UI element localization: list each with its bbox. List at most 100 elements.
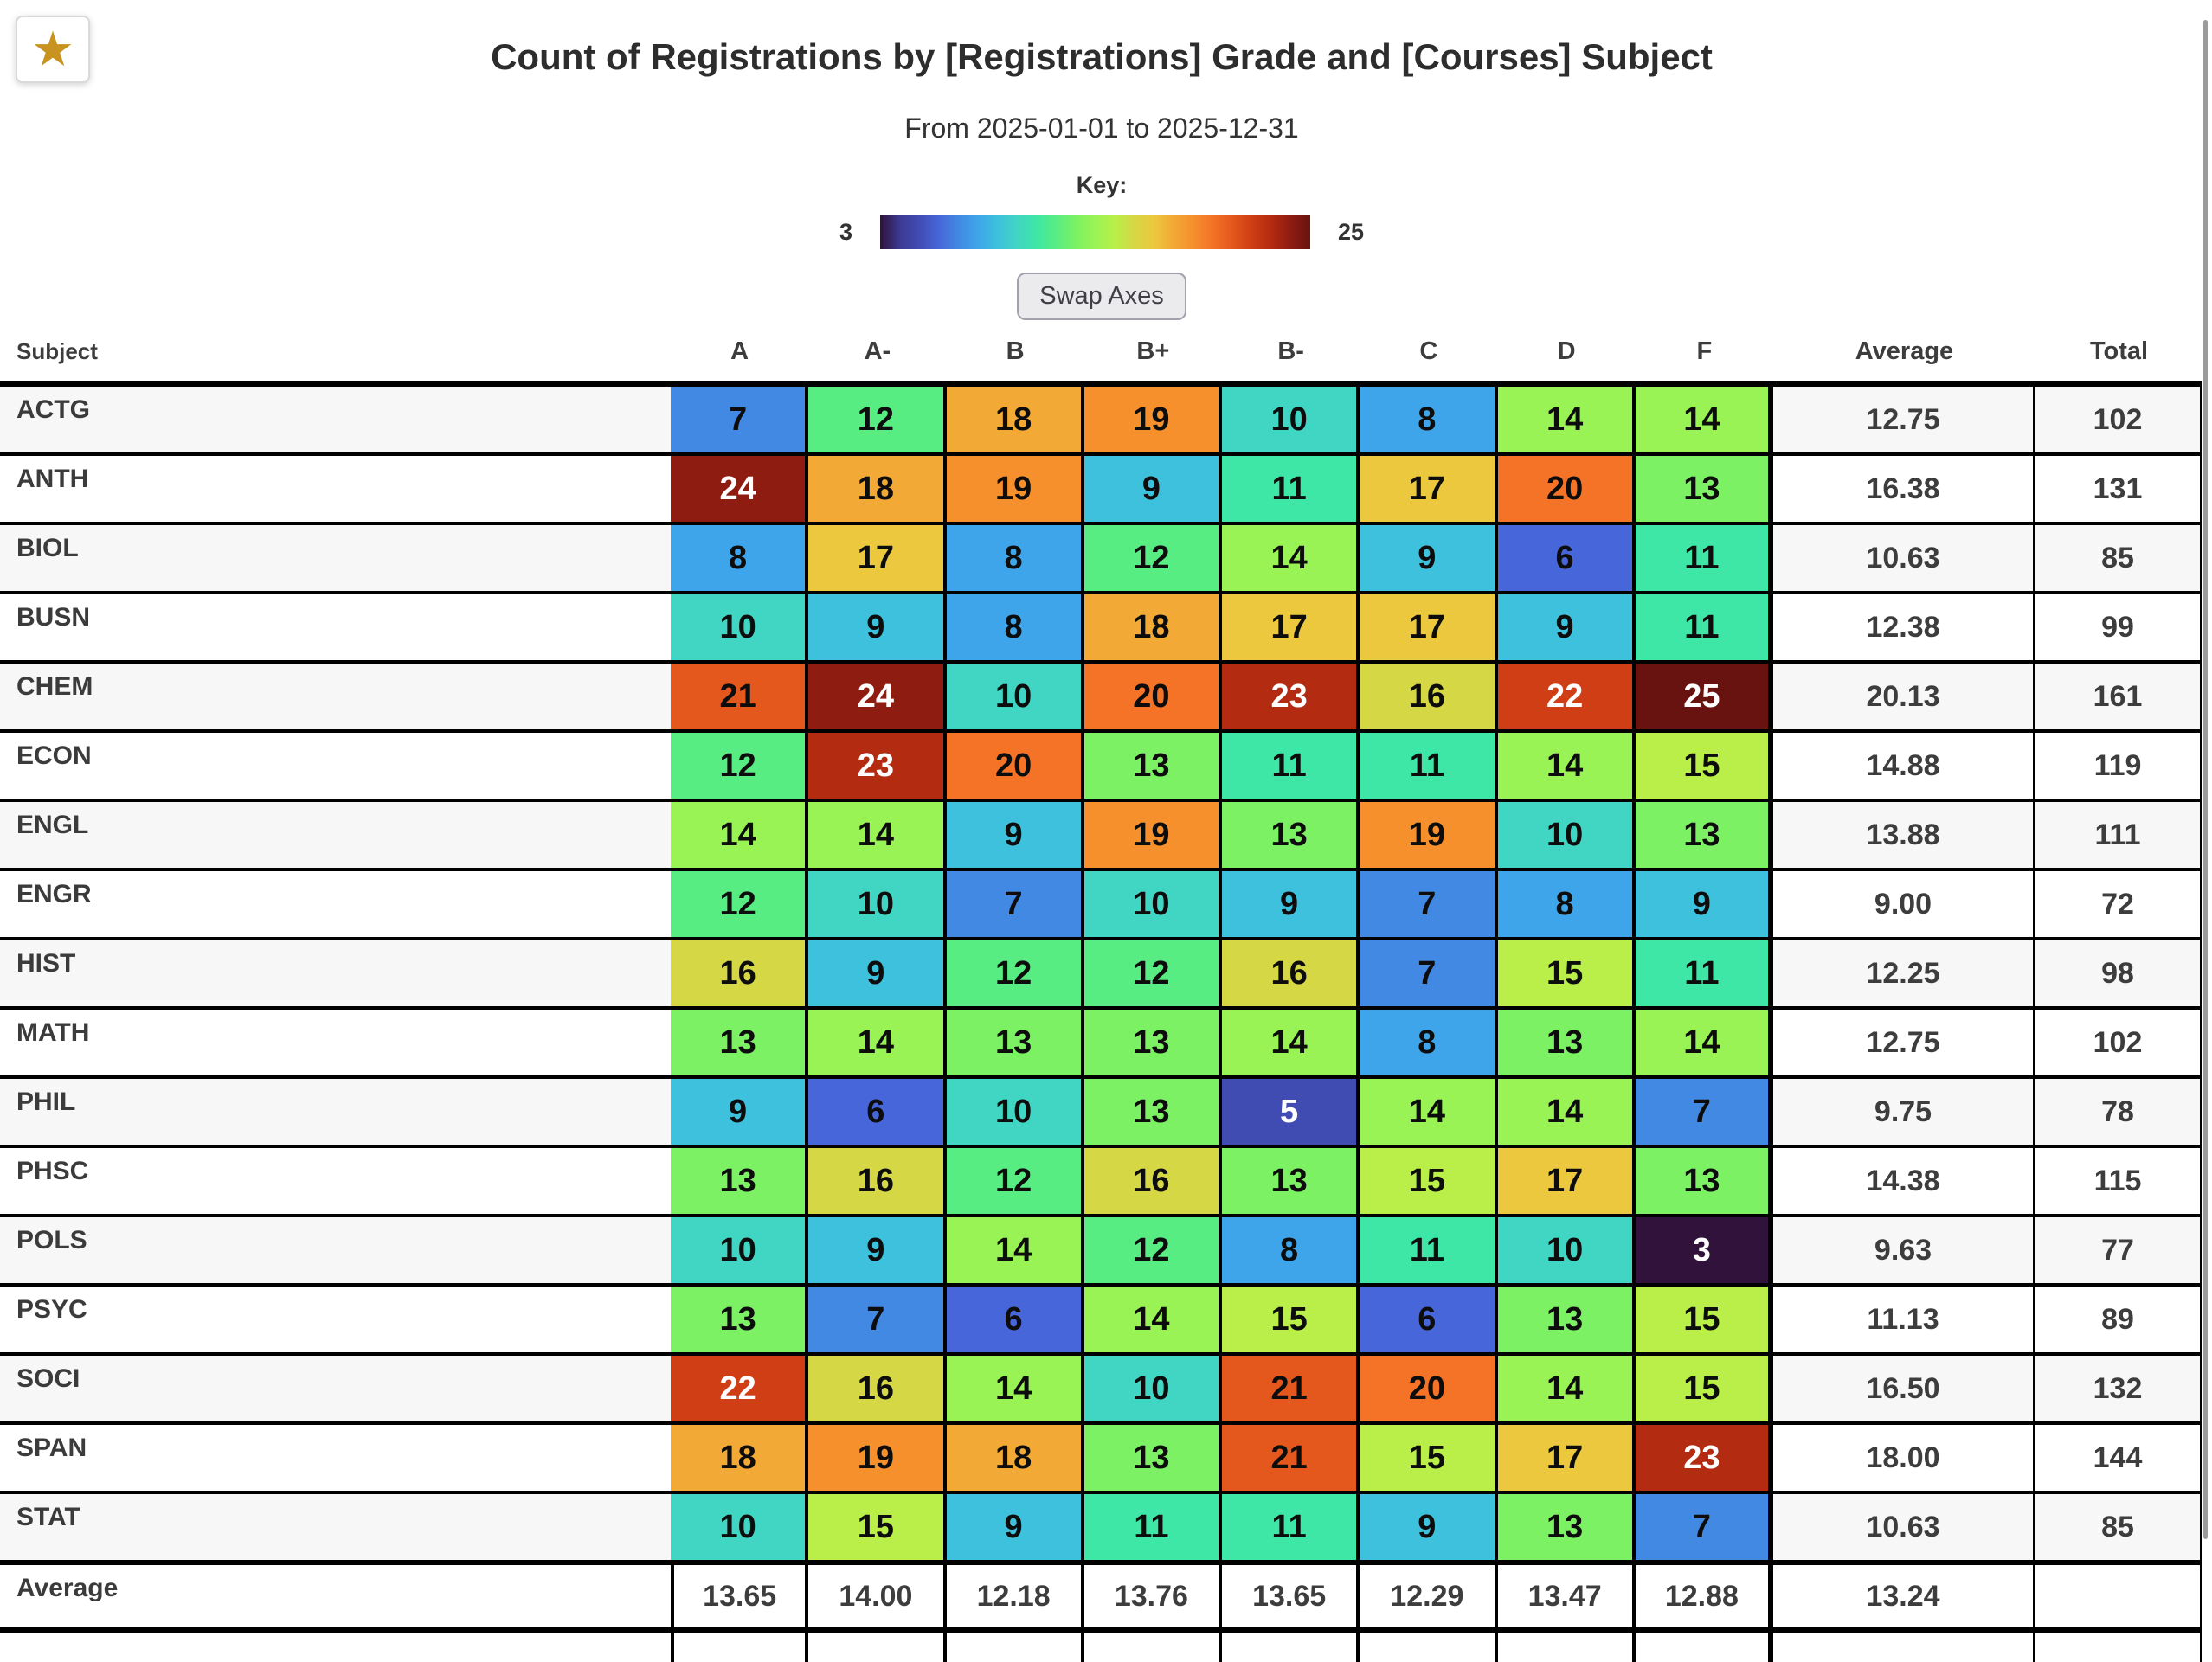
value-cell: 10 xyxy=(1497,802,1636,868)
swap-axes-button[interactable]: Swap Axes xyxy=(1017,273,1186,320)
value-cell: 20 xyxy=(1360,1356,1498,1421)
value-cell: 16 xyxy=(1222,940,1360,1006)
value-cell: 13 xyxy=(671,1010,809,1075)
value-cell: 12 xyxy=(1083,1217,1222,1283)
value-cell: 14 xyxy=(1497,1356,1636,1421)
value-cell: 13 xyxy=(1222,802,1360,868)
value-cell: 14 xyxy=(946,1217,1084,1283)
value-cell: 14 xyxy=(1497,387,1636,452)
value-cell: 14 xyxy=(671,802,809,868)
value-cell: 13 xyxy=(1635,802,1773,868)
value-cell: 18 xyxy=(808,456,947,522)
value-cell: 9 xyxy=(808,594,947,660)
value-cell: 14 xyxy=(1083,1287,1222,1352)
value-cell: 19 xyxy=(808,1425,947,1491)
table-row-ECON: ECON 12 23 20 13 11 11 14 15 14.88 119 xyxy=(0,729,2202,799)
value-cell: 8 xyxy=(671,525,809,591)
value-cell: 6 xyxy=(1497,525,1636,591)
subject-cell: SOCI xyxy=(16,1364,80,1393)
table-row-POLS: POLS 10 9 14 12 8 11 10 3 9.63 77 xyxy=(0,1214,2202,1283)
subject-cell: ENGL xyxy=(16,811,89,839)
page-title: Count of Registrations by [Registrations… xyxy=(491,36,1713,77)
value-cell: 11 xyxy=(1083,1494,1222,1560)
value-cell: 13 xyxy=(1497,1010,1636,1075)
total-cell: 131 xyxy=(2035,456,2202,522)
value-cell: 10 xyxy=(946,1079,1084,1145)
subject-cell: HIST xyxy=(16,949,76,978)
average-cell: 10.63 xyxy=(1773,525,2035,591)
subject-cell: ENGR xyxy=(16,880,92,908)
value-cell: 8 xyxy=(1497,871,1636,937)
value-cell: 9 xyxy=(1497,594,1636,660)
footer-value-cell: 13.47 xyxy=(1497,1565,1636,1627)
average-cell: 9.00 xyxy=(1773,871,2035,937)
column-header-grade-A: A xyxy=(730,337,749,365)
table-row-BIOL: BIOL 8 17 8 12 14 9 6 11 10.63 85 xyxy=(0,522,2202,591)
value-cell: 14 xyxy=(808,802,947,868)
total-cell: 161 xyxy=(2035,664,2202,729)
value-cell: 10 xyxy=(1083,1356,1222,1421)
total-cell: 132 xyxy=(2035,1356,2202,1421)
column-header-grade-B-: B- xyxy=(1277,337,1304,365)
value-cell: 9 xyxy=(1083,456,1222,522)
value-cell: 25 xyxy=(1635,664,1773,729)
subject-cell: MATH xyxy=(16,1018,90,1047)
key-min-value: 3 xyxy=(839,218,852,245)
average-cell: 12.75 xyxy=(1773,1010,2035,1075)
value-cell: 10 xyxy=(671,594,809,660)
value-cell: 15 xyxy=(1222,1287,1360,1352)
value-cell: 13 xyxy=(1497,1494,1636,1560)
value-cell: 14 xyxy=(1635,1010,1773,1075)
table-header-row: Subject A A- B B+ B- C D F Average Total xyxy=(0,325,2202,377)
average-cell: 16.50 xyxy=(1773,1356,2035,1421)
average-cell: 12.25 xyxy=(1773,940,2035,1006)
value-cell: 13 xyxy=(1083,1079,1222,1145)
value-cell xyxy=(1360,1633,1498,1662)
average-cell: 12.75 xyxy=(1773,387,2035,452)
table-row-PSYC: PSYC 13 7 6 14 15 6 13 15 11.13 89 xyxy=(0,1283,2202,1352)
footer-value-cell: 13.65 xyxy=(1222,1565,1360,1627)
footer-label: Average xyxy=(16,1574,119,1602)
footer-value-cell: 12.29 xyxy=(1360,1565,1498,1627)
value-cell: 8 xyxy=(1222,1217,1360,1283)
value-cell: 7 xyxy=(671,387,809,452)
value-cell: 15 xyxy=(1635,733,1773,799)
value-cell: 16 xyxy=(808,1356,947,1421)
value-cell: 7 xyxy=(946,871,1084,937)
footer-total-cell xyxy=(2035,1565,2202,1627)
table-row-HIST: HIST 16 9 12 12 16 7 15 11 12.25 98 xyxy=(0,937,2202,1006)
value-cell: 16 xyxy=(808,1148,947,1214)
subject-cell: SPAN xyxy=(16,1434,87,1462)
subject-cell: ECON xyxy=(16,741,92,770)
value-cell xyxy=(946,1633,1084,1662)
column-header-grade-A-: A- xyxy=(864,337,891,365)
table-row-STAT: STAT 10 15 9 11 11 9 13 7 10.63 85 xyxy=(0,1491,2202,1560)
value-cell: 17 xyxy=(1497,1148,1636,1214)
value-cell: 13 xyxy=(946,1010,1084,1075)
value-cell: 20 xyxy=(1083,664,1222,729)
value-cell: 24 xyxy=(808,664,947,729)
value-cell: 9 xyxy=(946,1494,1084,1560)
average-cell: 18.00 xyxy=(1773,1425,2035,1491)
key-gradient-bar xyxy=(879,215,1310,249)
footer-value-cell: 14.00 xyxy=(808,1565,947,1627)
total-cell xyxy=(2035,1633,2202,1662)
footer-value-cell: 12.18 xyxy=(946,1565,1084,1627)
value-cell: 9 xyxy=(808,1217,947,1283)
value-cell: 8 xyxy=(946,594,1084,660)
value-cell xyxy=(808,1633,947,1662)
value-cell: 15 xyxy=(808,1494,947,1560)
value-cell: 9 xyxy=(1635,871,1773,937)
value-cell: 14 xyxy=(1497,1079,1636,1145)
column-header-grade-B+: B+ xyxy=(1136,337,1170,365)
key-legend: 3 25 xyxy=(0,215,2203,249)
value-cell: 12 xyxy=(808,387,947,452)
value-cell: 19 xyxy=(946,456,1084,522)
value-cell: 16 xyxy=(1083,1148,1222,1214)
average-cell: 16.38 xyxy=(1773,456,2035,522)
favorite-button[interactable]: ★ xyxy=(16,16,90,83)
table-row-SOCI: SOCI 22 16 14 10 21 20 14 15 16.50 132 xyxy=(0,1352,2202,1421)
value-cell: 9 xyxy=(946,802,1084,868)
vertical-scrollbar[interactable] xyxy=(2203,20,2208,1539)
value-cell: 9 xyxy=(1222,871,1360,937)
